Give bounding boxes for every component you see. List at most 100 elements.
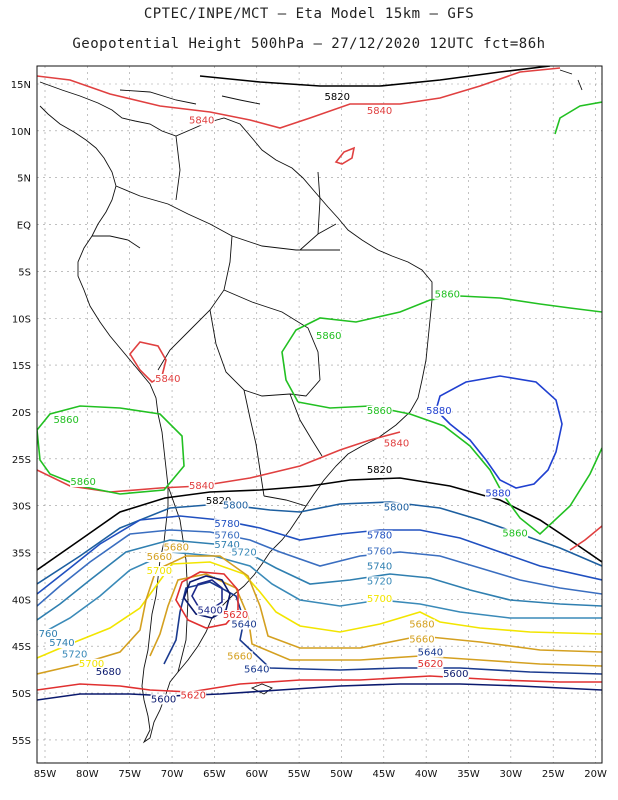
contour-5820-north xyxy=(199,66,551,87)
contour-5660 xyxy=(149,573,602,667)
contour-5620-outer xyxy=(37,675,602,693)
contour-label-bg xyxy=(425,405,452,416)
contour-label-bg xyxy=(442,669,469,680)
lat-tick-label: 45S xyxy=(12,642,31,653)
lat-tick-label: 30S xyxy=(12,502,31,513)
contour-label-bg xyxy=(214,519,241,530)
contour-5840-east xyxy=(569,525,602,551)
contour-label-bg xyxy=(146,551,173,562)
contour-label-bg xyxy=(146,566,173,577)
contour-label: 5840 xyxy=(384,439,409,450)
contour-label-bg xyxy=(197,605,224,616)
contour-5840-south xyxy=(37,431,401,493)
contour-label: 5840 xyxy=(367,106,392,117)
contour-label-bg xyxy=(408,619,435,630)
contour-label: 5720 xyxy=(231,547,256,558)
contour-label-bg xyxy=(180,690,207,701)
lat-tick-label: 40S xyxy=(12,595,31,606)
contour-label-bg xyxy=(417,658,444,669)
lat-tick-label: 20S xyxy=(12,408,31,419)
contour-label-bg xyxy=(366,594,393,605)
map-frame-bg xyxy=(37,66,602,763)
lat-tick-label: 5N xyxy=(17,174,31,185)
lon-tick-label: 80W xyxy=(76,769,99,780)
contour-label-bg xyxy=(434,289,461,300)
contour-label-bg xyxy=(70,477,97,488)
contour-label: 5600 xyxy=(443,669,468,680)
contour-label: 5400 xyxy=(197,605,222,616)
contour-label: 5600 xyxy=(151,694,176,705)
contour-label: 5820 xyxy=(367,465,392,476)
contour-label: 5840 xyxy=(155,374,180,385)
contour-5620-low xyxy=(175,571,239,629)
contour-5820-south xyxy=(37,477,602,571)
contour-label-bg xyxy=(214,539,241,550)
lon-tick-label: 60W xyxy=(245,769,268,780)
contour-5860-west xyxy=(37,405,185,495)
contour-label-bg xyxy=(78,658,105,669)
contour-label: 5680 xyxy=(164,543,189,554)
country-borders xyxy=(92,135,340,673)
axis-ticks: 85W 80W 75W 70W 65W 60W 55W 50W 45W 40W 35W 30W 25W 2… xyxy=(11,80,607,780)
contour-label-bg xyxy=(222,500,249,511)
contour-label: 5640 xyxy=(231,619,256,630)
lat-tick-label: 15N xyxy=(11,80,31,91)
contour-5740 xyxy=(37,539,602,621)
contour-label-bg xyxy=(366,405,393,416)
lat-tick-label: 15S xyxy=(12,361,31,372)
contour-label-bg xyxy=(366,546,393,557)
contour-label: 5860 xyxy=(316,331,341,342)
lat-tick-label: 10S xyxy=(12,314,31,325)
contour-label-bg xyxy=(383,502,410,513)
contour-label-bg xyxy=(366,561,393,572)
contour-label: 5800 xyxy=(384,502,409,513)
lon-tick-label: 85W xyxy=(34,769,57,780)
lon-tick-label: 25W xyxy=(542,769,565,780)
contour-label: 5620 xyxy=(223,610,248,621)
contour-label-bg xyxy=(366,576,393,587)
lon-tick-label: 55W xyxy=(288,769,311,780)
lon-tick-label: 20W xyxy=(584,769,607,780)
lat-tick-label: 35S xyxy=(12,549,31,560)
contour-5720 xyxy=(37,551,602,637)
contour-label: 5760 xyxy=(367,546,392,557)
contour-label: 5800 xyxy=(223,500,248,511)
contour-label: 5860 xyxy=(367,406,392,417)
contour-label: 5880 xyxy=(426,406,451,417)
contour-label: 5760 xyxy=(32,629,57,640)
contour-label: 5620 xyxy=(418,659,443,670)
contour-label: 5660 xyxy=(409,634,434,645)
contour-label-bg xyxy=(383,438,410,449)
contour-label: 5700 xyxy=(79,659,104,670)
contour-5780 xyxy=(37,515,602,595)
contour-label: 5880 xyxy=(485,488,510,499)
contour-label-bg xyxy=(231,619,258,630)
contour-label-bg xyxy=(95,667,122,678)
contour-label: 5860 xyxy=(435,290,460,301)
lat-tick-label: 5S xyxy=(18,267,31,278)
contour-5840-island xyxy=(334,146,356,165)
contour-label-bg xyxy=(366,464,393,475)
contour-label: 5740 xyxy=(214,540,239,551)
contour-label: 5760 xyxy=(214,530,239,541)
caribbean-islands xyxy=(119,69,583,105)
contour-label-bg xyxy=(315,330,342,341)
contour-labels: 5820 5840 5840 5860 5860 5840 5860 5860 5880 5840… xyxy=(32,91,529,705)
lat-tick-label: EQ xyxy=(17,221,31,232)
contour-label-bg xyxy=(188,480,215,491)
contour-label: 5680 xyxy=(96,667,121,678)
lon-tick-label: 65W xyxy=(203,769,226,780)
contour-label: 5820 xyxy=(324,92,349,103)
map-title-line1: CPTEC/INPE/MCT – Eta Model 15km – GFS xyxy=(143,6,475,22)
contour-label: 5660 xyxy=(227,651,252,662)
contour-label-bg xyxy=(485,488,512,499)
lat-tick-label: 50S xyxy=(12,689,31,700)
contour-label: 5820 xyxy=(206,496,231,507)
contour-label: 5720 xyxy=(62,649,87,660)
contour-label-bg xyxy=(226,651,253,662)
map-frame xyxy=(36,65,603,764)
contour-label-bg xyxy=(366,530,393,541)
contour-label-bg xyxy=(53,415,80,426)
contour-label-bg xyxy=(324,91,351,102)
lon-tick-label: 50W xyxy=(330,769,353,780)
